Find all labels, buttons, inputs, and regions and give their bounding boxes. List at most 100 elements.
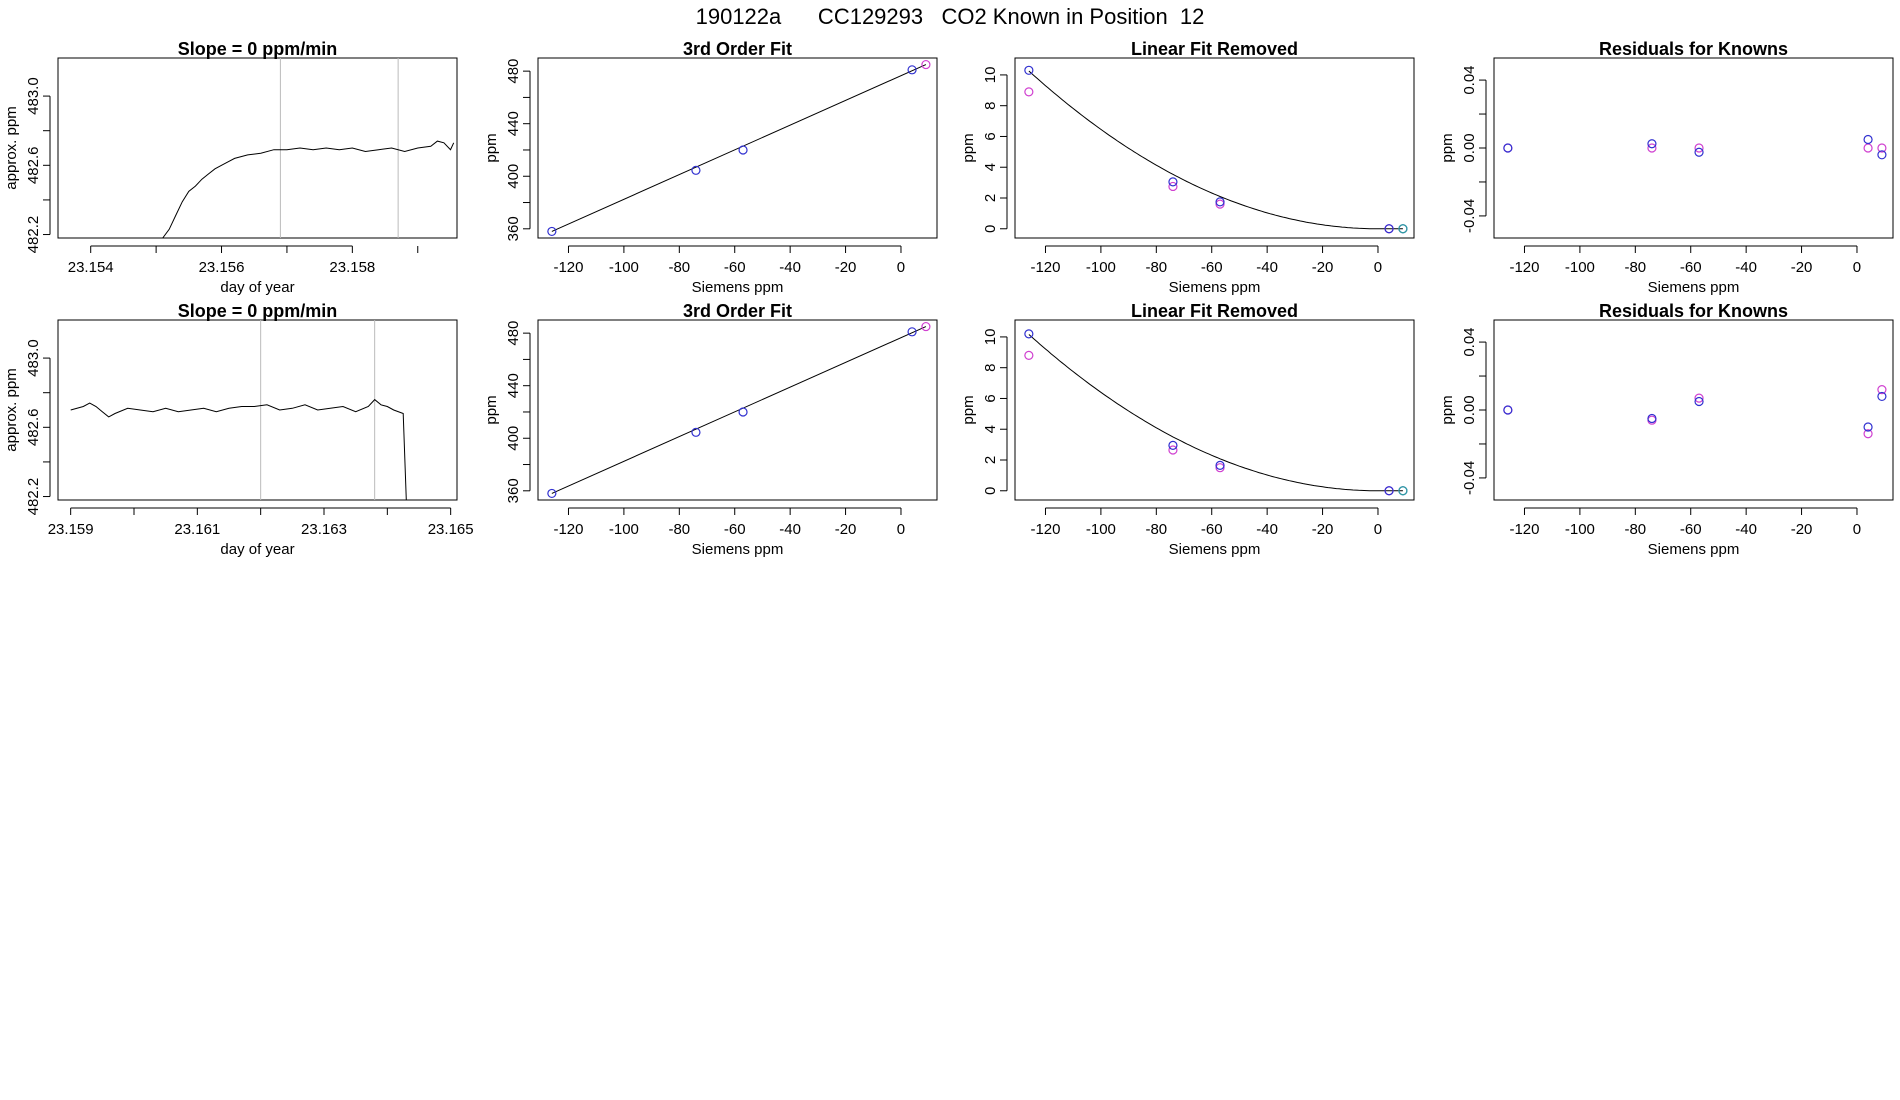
x-axis-label: Siemens ppm — [692, 279, 784, 296]
x-tick-label: -120 — [553, 259, 583, 276]
x-tick-label: -80 — [1145, 521, 1167, 538]
y-axis-label: approx. ppm — [3, 106, 20, 189]
point-magenta — [1024, 87, 1034, 97]
point-magenta — [1863, 143, 1873, 153]
figure-canvas: Slope = 0 ppm/min 23.154 23.156 23.158 day o… — [3, 39, 1894, 558]
plot-frame — [537, 319, 938, 501]
point-magenta — [1215, 199, 1225, 209]
x-tick-label: -40 — [1735, 259, 1757, 276]
y-tick-label: 2 — [982, 456, 999, 464]
point-blue — [1503, 143, 1513, 153]
x-tick-label: 0 — [1374, 259, 1382, 276]
x-tick-label: -100 — [1086, 521, 1116, 538]
point-magenta — [1647, 143, 1657, 153]
y-tick-label: 4 — [982, 425, 999, 433]
point-blue — [1215, 460, 1225, 470]
y-axis-label: ppm — [483, 133, 500, 162]
panel-title: 3rd Order Fit — [683, 301, 792, 321]
panel-r1c3: Linear Fit Removed -120 -100 -80 -60 -40 -20 0 S… — [960, 39, 1415, 296]
panel-r2c4: Residuals for Knowns -120 -100 -80 -60 -40 -20… — [1439, 301, 1894, 558]
x-tick-label: 0 — [1374, 521, 1382, 538]
x-tick-label: -60 — [724, 259, 746, 276]
panel-title: Residuals for Knowns — [1599, 301, 1788, 321]
data-layer — [70, 320, 407, 500]
x-tick-label: -80 — [1624, 521, 1646, 538]
panel-title: Slope = 0 ppm/min — [178, 301, 338, 321]
point-blue — [691, 165, 701, 175]
x-tick-label: 0 — [897, 521, 905, 538]
x-tick-label: -60 — [724, 521, 746, 538]
y-tick-label: 8 — [982, 364, 999, 372]
x-tick-label: -40 — [779, 259, 801, 276]
y-tick-label: 482.6 — [25, 409, 42, 447]
x-tick-label: -40 — [779, 521, 801, 538]
x-tick-label: -120 — [1030, 521, 1060, 538]
plot-frame — [1493, 319, 1894, 501]
x-axis-label: Siemens ppm — [1648, 279, 1740, 296]
y-tick-label: 360 — [505, 216, 522, 241]
y-tick-label: 8 — [982, 102, 999, 110]
point-blue — [1215, 197, 1225, 207]
y-tick-label: 482.6 — [25, 147, 42, 185]
x-tick-label: -20 — [835, 259, 857, 276]
y-axis-label: approx. ppm — [3, 368, 20, 451]
x-tick-label: -100 — [1565, 259, 1595, 276]
data-layer — [1503, 134, 1887, 160]
plot-frame — [1493, 57, 1894, 239]
y-axis-label: ppm — [1439, 133, 1456, 162]
y-tick-label: 0 — [982, 487, 999, 495]
x-tick-label: -40 — [1735, 521, 1757, 538]
y-tick-label: -0.04 — [1461, 461, 1478, 495]
x-tick-label: -20 — [1312, 259, 1334, 276]
point-magenta — [1877, 385, 1887, 395]
y-tick-label: 480 — [505, 59, 522, 84]
panel-title: Slope = 0 ppm/min — [178, 39, 338, 59]
y-tick-label: 440 — [505, 373, 522, 398]
point-magenta — [921, 59, 931, 70]
data-layer — [1024, 329, 1408, 496]
point-blue — [738, 407, 748, 417]
point-magenta — [1024, 350, 1034, 360]
y-axis-label: ppm — [960, 395, 977, 424]
point-magenta — [1215, 463, 1225, 473]
point-blue — [1863, 134, 1873, 145]
panel-r1c2: 3rd Order Fit -120 -100 -80 -60 -40 -20 0 Siemen… — [483, 39, 938, 296]
x-tick-label: -120 — [1509, 259, 1539, 276]
x-tick-label: -20 — [835, 521, 857, 538]
fit-curve — [1028, 334, 1403, 492]
y-tick-label: 10 — [982, 67, 999, 84]
point-teal — [1398, 224, 1408, 234]
panel-title: Residuals for Knowns — [1599, 39, 1788, 59]
x-tick-label: -100 — [1086, 259, 1116, 276]
point-blue — [547, 488, 557, 499]
point-magenta — [1863, 429, 1873, 439]
x-tick-label: -80 — [668, 259, 690, 276]
x-axis-label: day of year — [220, 541, 294, 558]
panel-r1c4: Residuals for Knowns -120 -100 -80 -60 -40 -20… — [1439, 39, 1894, 296]
x-tick-label: -40 — [1256, 521, 1278, 538]
series-line — [162, 140, 455, 238]
series-line — [70, 398, 407, 500]
point-blue — [1877, 150, 1887, 160]
point-blue — [1647, 413, 1657, 424]
point-magenta — [1168, 181, 1178, 192]
y-tick-label: 400 — [505, 426, 522, 451]
point-blue — [1647, 139, 1657, 149]
fit-curve — [1028, 70, 1403, 230]
point-blue — [1694, 147, 1704, 157]
x-tick-label: 23.159 — [48, 521, 94, 538]
y-tick-label: 2 — [982, 194, 999, 202]
y-tick-label: 10 — [982, 329, 999, 346]
page-title: 190122a CC129293 CO2 Known in Position 1… — [695, 4, 1205, 29]
point-blue — [1384, 224, 1394, 234]
plot-frame — [537, 57, 938, 239]
y-axis-label: ppm — [1439, 395, 1456, 424]
panel-r2c2: 3rd Order Fit -120 -100 -80 -60 -40 -20 0 Siemen… — [483, 301, 938, 558]
plot-frame — [57, 57, 458, 239]
y-tick-label: 483.0 — [25, 77, 42, 115]
x-tick-label: 23.161 — [174, 521, 220, 538]
x-axis-label: Siemens ppm — [1169, 279, 1261, 296]
panel-title: Linear Fit Removed — [1131, 39, 1298, 59]
y-axis-label: ppm — [960, 133, 977, 162]
y-tick-label: 0 — [982, 225, 999, 233]
